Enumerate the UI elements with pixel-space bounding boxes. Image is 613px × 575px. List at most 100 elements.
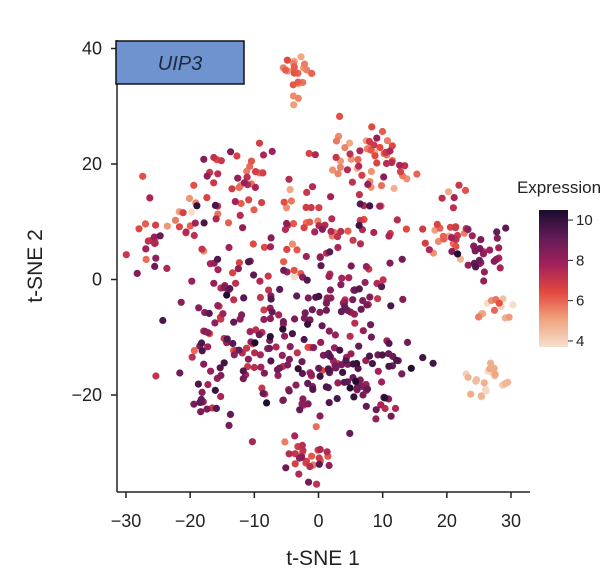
scatter-point [355, 285, 363, 293]
scatter-point [385, 362, 393, 370]
scatter-point [293, 349, 301, 357]
scatter-point [190, 400, 198, 408]
scatter-point [281, 438, 289, 446]
scatter-point [279, 396, 287, 404]
scatter-point [204, 343, 212, 351]
scatter-point [315, 460, 323, 468]
scatter-points [122, 53, 517, 488]
scatter-point [288, 330, 296, 338]
scatter-point [455, 181, 463, 189]
scatter-point [266, 333, 274, 341]
scatter-point [259, 389, 267, 398]
scatter-point [237, 199, 245, 208]
scatter-point [302, 252, 310, 261]
scatter-point [291, 460, 299, 468]
scatter-point [318, 322, 326, 330]
scatter-point [354, 156, 362, 164]
scatter-point [493, 234, 501, 242]
scatter-point [203, 405, 211, 413]
scatter-point [238, 311, 246, 319]
scatter-point [329, 166, 337, 174]
scatter-point [257, 363, 265, 371]
scatter-point [284, 361, 292, 369]
scatter-point [450, 194, 458, 202]
scatter-point [289, 81, 297, 89]
scatter-point [188, 208, 196, 216]
scatter-point [311, 151, 319, 159]
scatter-point [385, 339, 393, 347]
scatter-point [468, 232, 476, 240]
scatter-point [240, 294, 248, 302]
scatter-point [346, 384, 354, 392]
scatter-point [305, 478, 313, 486]
scatter-point [308, 452, 316, 460]
scatter-point [266, 243, 275, 251]
scatter-point [373, 159, 381, 167]
scatter-point [486, 246, 494, 254]
scatter-point [159, 316, 167, 325]
scatter-point [214, 266, 222, 274]
scatter-point [311, 228, 319, 236]
scatter-point [362, 402, 370, 410]
scatter-point [346, 139, 354, 147]
scatter-point [359, 327, 367, 335]
scatter-point [318, 225, 326, 233]
scatter-point [217, 392, 225, 401]
scatter-point [345, 274, 353, 282]
scatter-point [240, 179, 248, 187]
scatter-point [197, 398, 205, 406]
scatter-point [363, 385, 372, 393]
y-tick-label: 20 [82, 154, 102, 174]
scatter-point [229, 269, 237, 277]
scatter-point [283, 56, 291, 64]
scatter-point [315, 204, 323, 212]
scatter-point [294, 365, 302, 373]
x-tick-label: −20 [175, 511, 206, 531]
scatter-point [337, 281, 345, 289]
scatter-point [267, 234, 275, 242]
scatter-point [175, 223, 183, 231]
scatter-point [490, 257, 498, 265]
scatter-point [210, 279, 218, 287]
colorbar-ticks: 4 6 8 10 [568, 212, 593, 350]
scatter-point [298, 369, 306, 378]
scatter-point [250, 271, 258, 279]
scatter-point [250, 206, 258, 214]
scatter-point [224, 219, 233, 227]
scatter-point [425, 246, 433, 254]
scatter-point [188, 353, 196, 361]
scatter-point [243, 344, 251, 352]
scatter-point [217, 315, 225, 323]
scatter-point [248, 438, 256, 446]
scatter-point [139, 172, 147, 180]
scatter-point [491, 370, 499, 378]
scatter-point [195, 304, 203, 312]
scatter-point [171, 216, 180, 224]
scatter-point [316, 412, 324, 420]
scatter-point [322, 299, 330, 307]
scatter-point [376, 202, 384, 210]
scatter-point [200, 219, 208, 227]
scatter-point [290, 69, 298, 77]
scatter-point [367, 333, 375, 341]
scatter-point [217, 157, 225, 165]
x-tick-label: 10 [373, 511, 393, 531]
scatter-point [250, 363, 258, 372]
scatter-point [259, 151, 268, 159]
scatter-point [283, 204, 291, 212]
scatter-point [495, 244, 503, 252]
scatter-point [429, 359, 437, 367]
scatter-point [251, 349, 259, 357]
scatter-point [288, 240, 297, 248]
scatter-point [255, 331, 263, 339]
scatter-point [302, 203, 310, 211]
scatter-point [501, 380, 509, 388]
scatter-point [263, 399, 271, 407]
scatter-point [391, 404, 400, 412]
scatter-point [346, 150, 354, 158]
scatter-point [393, 356, 401, 364]
scatter-point [217, 371, 225, 380]
scatter-point [233, 152, 241, 160]
x-tick-label: 30 [501, 511, 521, 531]
scatter-point [480, 379, 488, 387]
